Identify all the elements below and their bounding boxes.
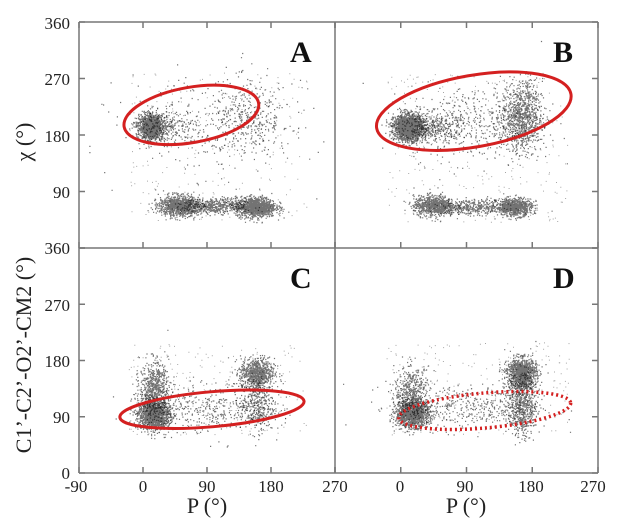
panel-label-c: C xyxy=(290,262,312,295)
x-tick-label: -90 xyxy=(65,477,88,496)
point-cluster-5 xyxy=(112,376,291,448)
point-cluster-2 xyxy=(132,329,175,428)
panel-label-a: A xyxy=(290,36,312,69)
point-cluster-5 xyxy=(403,187,469,223)
point-cluster-6 xyxy=(428,196,527,220)
y-axis-label-top: χ (°) xyxy=(11,123,36,163)
y-tick-label: 180 xyxy=(45,352,71,371)
y-tick-label: 270 xyxy=(45,70,71,89)
scatter-points xyxy=(89,52,325,224)
x-tick-label: 0 xyxy=(139,477,148,496)
y-tick-label: 180 xyxy=(45,127,71,146)
x-tick-label: 270 xyxy=(322,477,348,496)
x-tick-label: 90 xyxy=(457,477,474,496)
scatter-points xyxy=(112,329,307,448)
highlight-ellipse xyxy=(122,83,261,147)
point-cluster-7 xyxy=(489,193,553,221)
highlight-ellipse xyxy=(374,70,573,152)
y-tick-label: 360 xyxy=(45,14,71,33)
y-tick-label: 270 xyxy=(45,296,71,315)
point-cluster-2 xyxy=(385,356,445,436)
scatter-points xyxy=(362,40,569,223)
y-tick-label: 90 xyxy=(53,408,70,427)
highlight-ellipse xyxy=(118,388,306,430)
panels-layer: A B C D xyxy=(89,36,575,448)
point-cluster-4 xyxy=(235,355,287,447)
frame-layer xyxy=(78,21,599,474)
background-points xyxy=(128,344,307,436)
panel-label-d: D xyxy=(553,262,575,295)
x-axis-label-left: P (°) xyxy=(187,493,227,518)
y-tick-label: 0 xyxy=(62,464,71,483)
panel-a: A xyxy=(89,36,325,224)
point-cluster-3 xyxy=(147,183,213,221)
x-tick-label: 0 xyxy=(396,477,405,496)
point-cluster-7 xyxy=(89,52,325,200)
y-axis-label-bottom: C1’-C2’-O2’-CM2 (°) xyxy=(11,257,36,453)
x-axis-label-right: P (°) xyxy=(446,493,486,518)
point-cluster-3 xyxy=(487,40,554,166)
panel-c: C xyxy=(112,262,312,448)
x-tick-label: 270 xyxy=(580,477,606,496)
point-cluster-3 xyxy=(227,354,284,397)
point-cluster-5 xyxy=(221,188,290,224)
x-tick-label: 90 xyxy=(199,477,216,496)
y-tick-label: 360 xyxy=(45,239,71,258)
panel-label-b: B xyxy=(553,36,573,69)
x-tick-label: 180 xyxy=(258,477,284,496)
panel-b: B xyxy=(362,36,573,223)
x-tick-label: 180 xyxy=(518,477,544,496)
scatter-points xyxy=(343,340,573,446)
y-tick-label: 90 xyxy=(53,183,70,202)
point-cluster-1 xyxy=(385,106,436,150)
panel-d: D xyxy=(343,262,575,446)
background-points xyxy=(387,72,569,223)
point-cluster-3 xyxy=(498,340,549,397)
point-cluster-4 xyxy=(499,364,545,446)
